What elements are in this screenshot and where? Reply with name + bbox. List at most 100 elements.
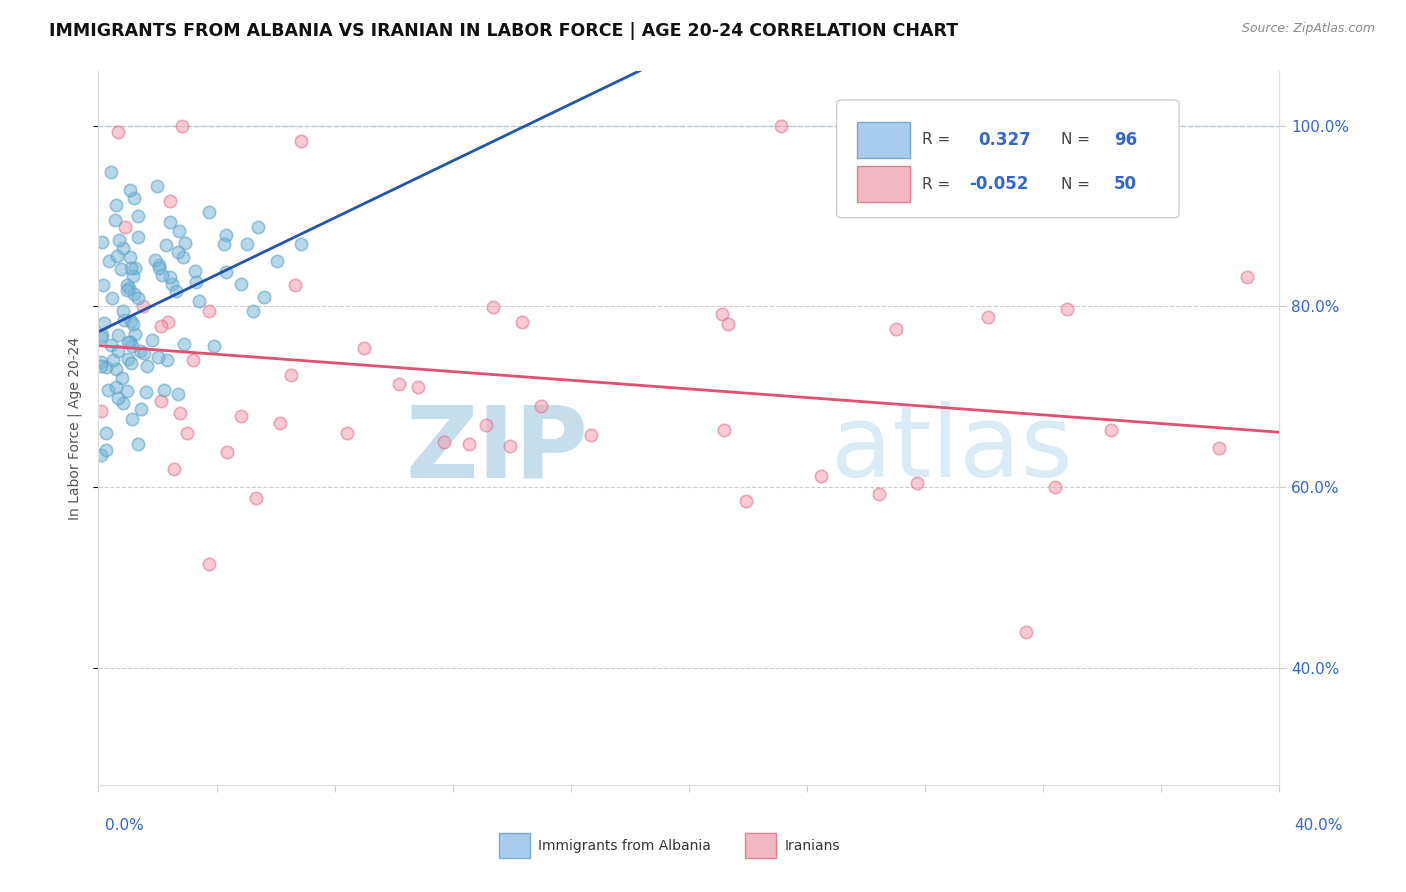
Point [187,293,209,308]
Point [246,219,269,234]
Point [91,328,114,343]
Point [236,237,259,252]
Point [215,444,238,458]
Point [121,412,143,426]
Point [197,557,219,571]
Point [475,418,498,433]
Point [97,383,120,397]
Point [163,461,186,475]
Text: Source: ZipAtlas.com: Source: ZipAtlas.com [1241,22,1375,36]
Point [167,245,190,260]
Text: 40.0%: 40.0% [1295,818,1343,832]
Point [118,183,141,197]
FancyBboxPatch shape [837,100,1180,218]
Point [107,125,129,139]
Point [167,224,190,238]
Point [104,198,127,212]
Point [1015,625,1038,640]
Point [112,313,135,327]
Text: 50: 50 [1114,175,1137,194]
Point [155,238,177,252]
Point [169,406,191,420]
Point [156,353,179,368]
Point [124,261,146,276]
Point [104,213,127,227]
Point [713,424,735,438]
Point [115,384,138,398]
Point [204,339,226,353]
Point [159,269,181,284]
Point [100,165,122,179]
Point [280,368,302,382]
Point [121,261,143,276]
Point [215,228,238,243]
Point [214,237,236,252]
Point [1236,269,1258,284]
Point [159,194,181,209]
Point [93,317,115,331]
Point [91,235,114,249]
Bar [856,122,910,158]
Point [111,396,134,410]
Point [290,236,312,251]
Point [530,399,553,413]
Point [159,215,181,229]
Point [868,487,890,501]
Point [132,346,155,360]
Text: 0.0%: 0.0% [105,818,145,832]
Point [90,359,112,374]
Point [117,334,139,349]
Point [388,376,411,391]
Point [122,191,145,205]
Point [242,303,264,318]
Point [499,439,522,453]
Point [90,329,112,343]
Point [108,233,131,247]
Text: atlas: atlas [831,401,1073,498]
Point [1099,423,1122,437]
Point [114,220,136,235]
Point [120,250,142,264]
Point [810,469,832,483]
Point [110,370,132,384]
Point [1208,441,1230,455]
Point [717,317,740,331]
Point [101,352,124,367]
Text: 0.327: 0.327 [979,131,1031,149]
Text: Immigrants from Albania: Immigrants from Albania [538,838,711,853]
Point [111,303,134,318]
Point [458,437,481,451]
Point [146,179,169,194]
Point [269,416,291,430]
Point [160,277,183,292]
Point [976,310,998,324]
Text: ZIP: ZIP [406,401,589,498]
Point [127,291,149,305]
Point [184,264,207,278]
Point [734,493,756,508]
Text: 96: 96 [1114,131,1137,149]
Bar [856,167,910,202]
Point [150,268,173,282]
Point [104,380,127,394]
Point [129,401,152,416]
Point [136,359,159,373]
Point [118,281,141,295]
Point [135,385,157,400]
Point [336,425,359,440]
Point [120,356,142,370]
Point [98,254,121,268]
Point [165,285,187,299]
Point [229,409,252,423]
Point [176,426,198,441]
Point [128,344,150,359]
Point [433,435,456,450]
Point [172,119,194,133]
Point [100,338,122,352]
Point [408,380,430,394]
Point [121,317,143,331]
Text: N =: N = [1062,133,1090,147]
Point [181,352,204,367]
Point [174,235,197,250]
Point [186,275,208,289]
